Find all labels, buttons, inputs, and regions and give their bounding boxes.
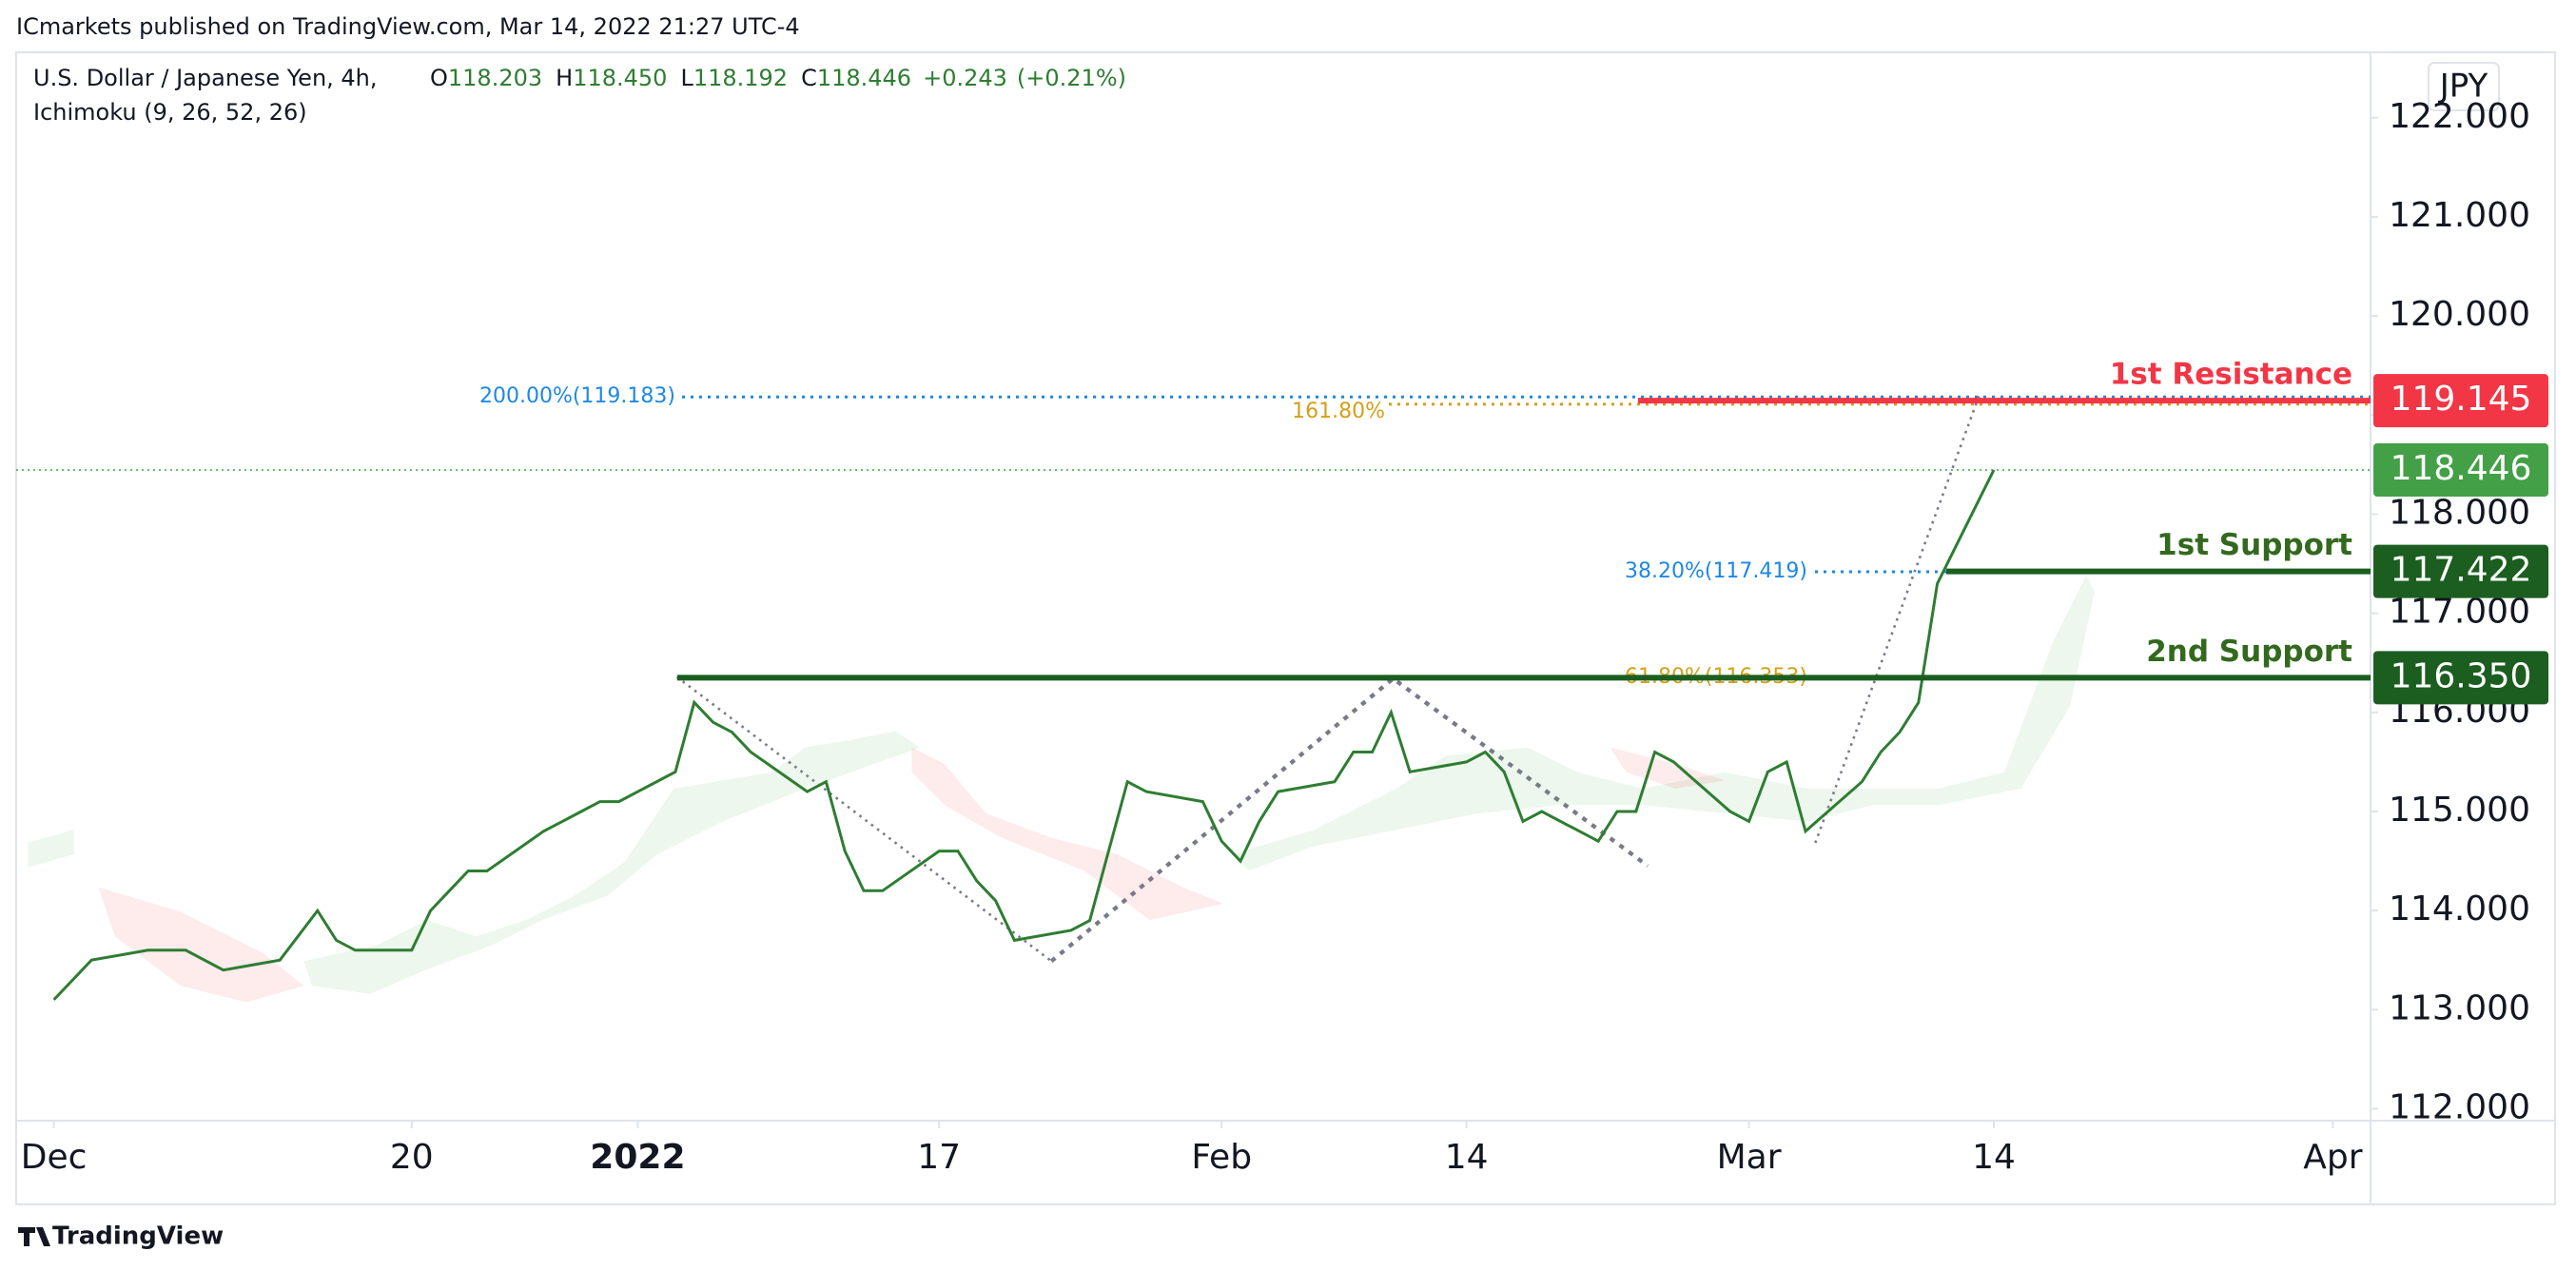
price-tag-label: 117.422 (2391, 551, 2532, 590)
fib-label: 161.80% (1292, 400, 1385, 423)
level-name: 1st Support (2156, 528, 2352, 562)
ohlc-value: 118.192 (693, 65, 788, 91)
price-tag (2373, 374, 2548, 428)
price-tag-label: 118.446 (2391, 449, 2532, 488)
x-tick-label: Mar (1717, 1138, 1782, 1177)
ohlc-key: O (430, 65, 448, 91)
ohlc-key: H (556, 65, 573, 91)
y-tick-label: 113.000 (2389, 988, 2530, 1027)
x-tick-label: 14 (1445, 1138, 1489, 1177)
price-tag (2373, 544, 2548, 598)
ohlc-key: C (801, 65, 817, 91)
trend-lines (675, 394, 1981, 963)
y-tick-label: 118.000 (2389, 493, 2530, 532)
x-tick-label: Dec (21, 1138, 88, 1177)
fib-label: 38.20%(117.419) (1625, 559, 1807, 583)
currency-box (2428, 62, 2500, 111)
y-tick-label: 117.000 (2389, 593, 2530, 632)
price-tag (2373, 442, 2548, 497)
x-tick-label: 20 (390, 1138, 434, 1177)
x-tick-label: 17 (917, 1138, 961, 1177)
header: ICmarkets published on TradingView.com, … (16, 13, 800, 40)
price-tag-label: 116.350 (2391, 656, 2532, 695)
currency: JPY (2438, 68, 2488, 106)
y-tick-label: 112.000 (2389, 1087, 2530, 1126)
logo (18, 1227, 50, 1246)
symbol-title: U.S. Dollar / Japanese Yen, 4h, (33, 65, 378, 91)
x-tick-label: Feb (1191, 1138, 1252, 1177)
change: +0.243 (923, 65, 1007, 91)
ohlc-value: 118.203 (448, 65, 542, 91)
y-tick-label: 121.000 (2389, 196, 2530, 235)
y-tick-label: 114.000 (2389, 890, 2530, 929)
y-tick-label: 115.000 (2389, 791, 2530, 830)
frame (15, 51, 2556, 1205)
price-line (52, 469, 1996, 1001)
ohlc-value: 118.450 (573, 65, 667, 91)
ohlc-legend: O118.203 H118.450 L118.192 C118.446 +0.243 (+… (430, 65, 1126, 91)
y-tick-label: 120.000 (2389, 295, 2530, 334)
y-tick-label: 122.000 (2389, 97, 2530, 136)
fib-label: 200.00%(119.183) (479, 384, 675, 408)
change-pct: (+0.21%) (1017, 65, 1126, 91)
price-tag (2373, 651, 2548, 705)
ohlc-key: L (680, 65, 693, 91)
ichimoku-cloud (28, 575, 2095, 1003)
x-tick-label: 2022 (590, 1138, 685, 1177)
x-tick-label: Apr (2303, 1138, 2362, 1177)
level-name: 1st Resistance (2110, 358, 2352, 392)
logo-text: TradingView (52, 1222, 224, 1251)
level-name: 2nd Support (2146, 635, 2352, 669)
price-tag-label: 119.145 (2391, 380, 2532, 419)
ohlc-value: 118.446 (817, 65, 911, 91)
indicator: Ichimoku (9, 26, 52, 26) (33, 99, 307, 126)
x-tick-label: 14 (1972, 1138, 2016, 1177)
